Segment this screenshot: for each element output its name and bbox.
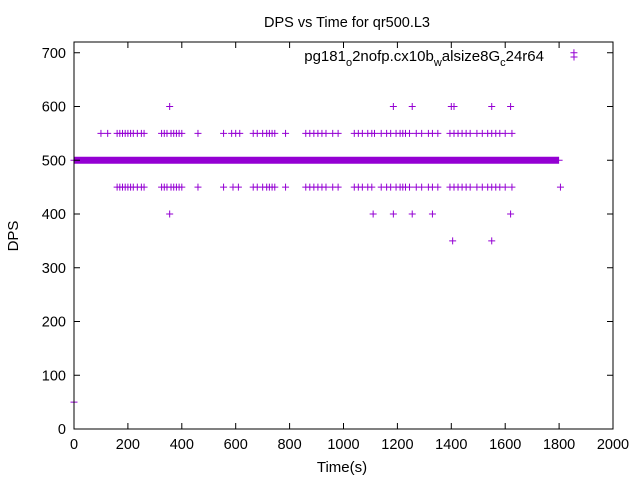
x-tick-label: 200	[116, 437, 140, 453]
data-point	[418, 183, 426, 191]
data-point	[178, 183, 186, 191]
data-point	[220, 129, 228, 137]
legend-series-label: pg181o2nofp.cx10bwalsize8Gc24r64	[304, 48, 544, 69]
x-tick-label: 400	[170, 437, 194, 453]
data-point	[140, 129, 148, 137]
data-point	[236, 129, 244, 137]
data-point	[450, 103, 458, 110]
y-tick-label: 0	[58, 422, 66, 438]
data-point	[406, 129, 414, 137]
y-tick-label: 300	[42, 261, 66, 277]
data-point	[466, 183, 474, 191]
y-tick-label: 700	[42, 46, 66, 62]
legend-plus	[570, 53, 578, 61]
data-point	[508, 129, 516, 137]
legend: pg181o2nofp.cx10bwalsize8Gc24r64	[304, 48, 578, 69]
data-point	[488, 237, 496, 245]
x-tick-label: 1600	[489, 437, 521, 453]
data-point	[334, 129, 342, 137]
data-point	[508, 183, 516, 191]
data-point	[428, 210, 436, 218]
data-point	[271, 129, 279, 137]
axes: 0 200 400 600 800 1000 1200 1400 1600 1800 2000 0 10…	[42, 41, 629, 453]
data-point	[322, 129, 330, 137]
data-point	[408, 103, 416, 110]
data-point	[271, 183, 279, 191]
x-tick-label: 800	[277, 437, 301, 453]
x-tick-label: 1000	[327, 437, 359, 453]
data-point	[389, 210, 397, 218]
data-point	[466, 129, 474, 137]
x-tick-label: 1800	[543, 437, 575, 453]
y-tick-label: 400	[42, 207, 66, 223]
data-point	[507, 210, 515, 218]
x-tick-label: 2000	[597, 437, 629, 453]
data-point	[434, 183, 442, 191]
data-point	[282, 129, 290, 137]
data-point	[369, 210, 377, 218]
data-point	[434, 129, 442, 137]
data-point	[194, 183, 202, 191]
y-tick-label: 500	[42, 153, 66, 169]
data-point	[501, 183, 509, 191]
data-point	[418, 129, 426, 137]
data-point	[370, 129, 378, 137]
x-tick-label: 600	[224, 437, 248, 453]
data-band-main	[70, 156, 563, 164]
data-point	[178, 129, 186, 137]
y-tick-label: 200	[42, 315, 66, 331]
data-point	[220, 183, 228, 191]
data-point	[334, 183, 342, 191]
data-point	[488, 103, 496, 110]
y-tick-label: 600	[42, 100, 66, 116]
chart-title: DPS vs Time for qr500.L3	[264, 15, 430, 31]
data-point	[194, 129, 202, 137]
data-point	[140, 183, 148, 191]
y-tick-label: 100	[42, 368, 66, 384]
y-axis-label: DPS	[5, 221, 22, 252]
data-point	[368, 183, 376, 191]
x-axis-label: Time(s)	[317, 459, 367, 476]
data-point	[322, 183, 330, 191]
data-point	[556, 183, 564, 191]
data-point	[389, 103, 397, 110]
data-point	[408, 210, 416, 218]
x-tick-label: 1400	[435, 437, 467, 453]
legend-marker-plus	[570, 53, 578, 61]
data-point	[282, 183, 290, 191]
data-point	[166, 103, 174, 110]
x-tick-label: 1200	[381, 437, 413, 453]
data-point	[449, 237, 457, 245]
data-point	[501, 129, 509, 137]
data-point	[166, 210, 174, 218]
data-point	[507, 103, 515, 110]
data-point	[406, 183, 414, 191]
plot-area	[70, 49, 578, 406]
data-point	[234, 183, 242, 191]
data-point	[97, 129, 105, 137]
data-point	[104, 129, 112, 137]
x-tick-label: 0	[70, 437, 78, 453]
